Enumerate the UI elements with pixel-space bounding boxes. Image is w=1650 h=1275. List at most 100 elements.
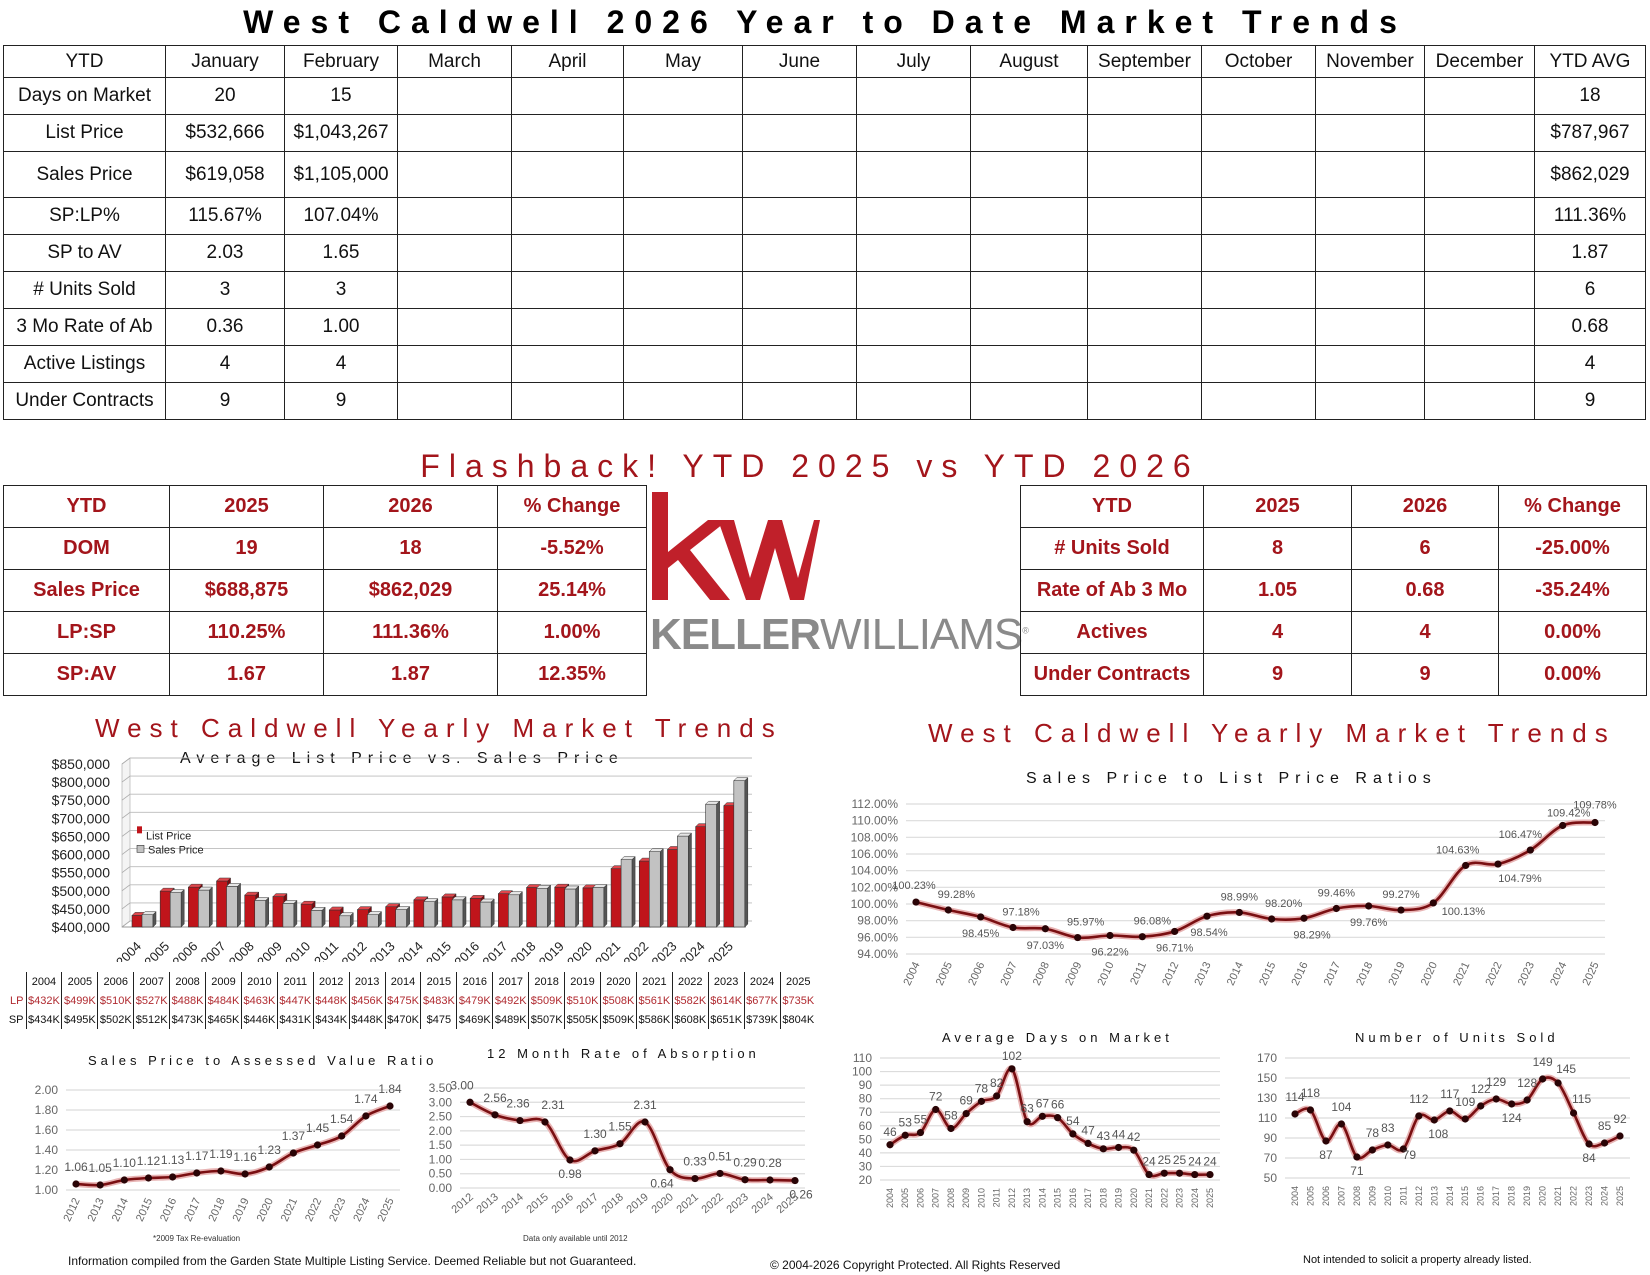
column-header: 2025 (1203, 485, 1352, 528)
cell-label: Days on Market (3, 77, 166, 115)
sp-cell: $473K (169, 1010, 206, 1029)
svg-text:149: 149 (1533, 1055, 1553, 1069)
cell-label: Actives (1020, 611, 1204, 654)
svg-text:2023: 2023 (327, 1196, 348, 1223)
svg-text:2023: 2023 (649, 939, 680, 962)
svg-text:104.00%: 104.00% (851, 864, 899, 878)
svg-text:50: 50 (859, 1132, 873, 1146)
cell-empty (1087, 382, 1202, 420)
svg-text:83: 83 (1381, 1121, 1395, 1135)
cell-label: Sales Price (3, 151, 166, 198)
svg-text:84: 84 (1582, 1151, 1596, 1165)
cell-empty (1315, 114, 1425, 152)
svg-text:1.80: 1.80 (35, 1103, 59, 1117)
svg-text:1.50: 1.50 (429, 1138, 453, 1152)
svg-text:42: 42 (1127, 1130, 1141, 1144)
lp-cell: $508K (600, 991, 637, 1010)
svg-text:1.00: 1.00 (429, 1152, 453, 1166)
svg-text:99.28%: 99.28% (938, 889, 976, 901)
cell-jan: 115.67% (165, 197, 285, 235)
column-header: % Change (1498, 485, 1647, 528)
cell-jan: 4 (165, 345, 285, 383)
svg-text:2022: 2022 (1569, 1186, 1579, 1206)
cell-empty (856, 114, 971, 152)
cell-empty (397, 197, 512, 235)
table-row: DOM 19 18 -5.52% (3, 527, 647, 570)
svg-text:124: 124 (1502, 1111, 1522, 1125)
lp-cell: $510K (97, 991, 134, 1010)
svg-text:2022: 2022 (620, 939, 651, 962)
svg-text:100.23%: 100.23% (892, 880, 936, 892)
svg-text:2018: 2018 (1507, 1186, 1517, 1206)
row-label: LP (10, 994, 24, 1007)
cell-jan: 3 (165, 271, 285, 309)
cell-avg: 9 (1534, 382, 1646, 420)
cell-feb: 1.65 (284, 234, 398, 272)
table-row: # Units Sold 8 6 -25.00% (1020, 527, 1647, 570)
svg-text:2013: 2013 (86, 1196, 107, 1223)
svg-text:96.71%: 96.71% (1156, 942, 1194, 954)
svg-text:2009: 2009 (1063, 960, 1084, 987)
svg-text:2025: 2025 (1615, 1186, 1625, 1206)
svg-text:2013: 2013 (1022, 1188, 1032, 1208)
cell-empty (511, 77, 624, 115)
cell-y2026: 18 (323, 527, 498, 570)
cell-empty (742, 114, 857, 152)
sp-cell: $507K (528, 1010, 565, 1029)
svg-text:100: 100 (852, 1065, 872, 1079)
cell-empty (1315, 234, 1425, 272)
svg-text:2018: 2018 (1354, 960, 1375, 987)
svg-text:2025: 2025 (1205, 1188, 1215, 1208)
svg-text:24: 24 (1203, 1155, 1217, 1169)
sp-av-title: Sales Price to Assessed Value Ratio (88, 1053, 438, 1068)
cell-empty (623, 234, 743, 272)
cell-change: 1.00% (497, 611, 647, 654)
svg-text:47: 47 (1081, 1123, 1095, 1137)
svg-text:82: 82 (990, 1076, 1004, 1090)
svg-text:2017: 2017 (1083, 1188, 1093, 1208)
table-row: Actives 4 4 0.00% (1020, 611, 1647, 654)
lp-cell: $510K (564, 991, 601, 1010)
table-row: Sales Price $688,875 $862,029 25.14% (3, 569, 647, 612)
svg-text:54: 54 (1066, 1114, 1080, 1128)
svg-text:122: 122 (1471, 1082, 1491, 1096)
cell-empty (1315, 271, 1425, 309)
svg-text:2.00: 2.00 (35, 1083, 59, 1097)
svg-text:1.00: 1.00 (35, 1183, 59, 1197)
yearly-trends-title-right: West Caldwell Yearly Market Trends (928, 718, 1616, 748)
svg-text:2019: 2019 (1114, 1188, 1124, 1208)
svg-text:2015: 2015 (423, 939, 454, 962)
svg-text:106.00%: 106.00% (851, 847, 899, 861)
cell-empty (397, 345, 512, 383)
cell-empty (970, 345, 1088, 383)
svg-text:2.00: 2.00 (429, 1124, 453, 1138)
cell-empty (1424, 77, 1535, 115)
svg-text:2024: 2024 (351, 1196, 372, 1223)
svg-text:2004: 2004 (901, 960, 922, 987)
cell-empty (970, 151, 1088, 198)
tax-reeval-note: *2009 Tax Re-evaluation (153, 1234, 241, 1243)
year-cell: 2018 (528, 972, 565, 991)
svg-text:2021: 2021 (1451, 960, 1472, 987)
svg-text:1.84: 1.84 (378, 1082, 402, 1096)
column-header: April (511, 45, 624, 78)
table-row: Active Listings 4 4 4 (3, 345, 1646, 383)
svg-text:94.00%: 94.00% (857, 947, 898, 961)
svg-text:1.30: 1.30 (583, 1127, 607, 1141)
svg-text:0.51: 0.51 (708, 1149, 732, 1163)
svg-text:2009: 2009 (254, 939, 285, 962)
year-cell: 2009 (205, 972, 242, 991)
svg-text:106.47%: 106.47% (1499, 829, 1543, 841)
svg-text:96.22%: 96.22% (1091, 947, 1129, 959)
lp-cell: $432K (25, 991, 62, 1010)
cell-empty (742, 308, 857, 346)
svg-text:98.45%: 98.45% (962, 928, 1000, 940)
svg-text:$850,000: $850,000 (52, 756, 111, 772)
svg-text:2019: 2019 (1386, 960, 1407, 987)
table-row: Days on Market 20 15 18 (3, 77, 1646, 115)
cell-label: # Units Sold (1020, 527, 1204, 570)
svg-text:2006: 2006 (915, 1188, 925, 1208)
svg-text:87: 87 (1319, 1148, 1333, 1162)
svg-text:2016: 2016 (1289, 960, 1310, 987)
svg-text:67: 67 (1036, 1096, 1050, 1110)
